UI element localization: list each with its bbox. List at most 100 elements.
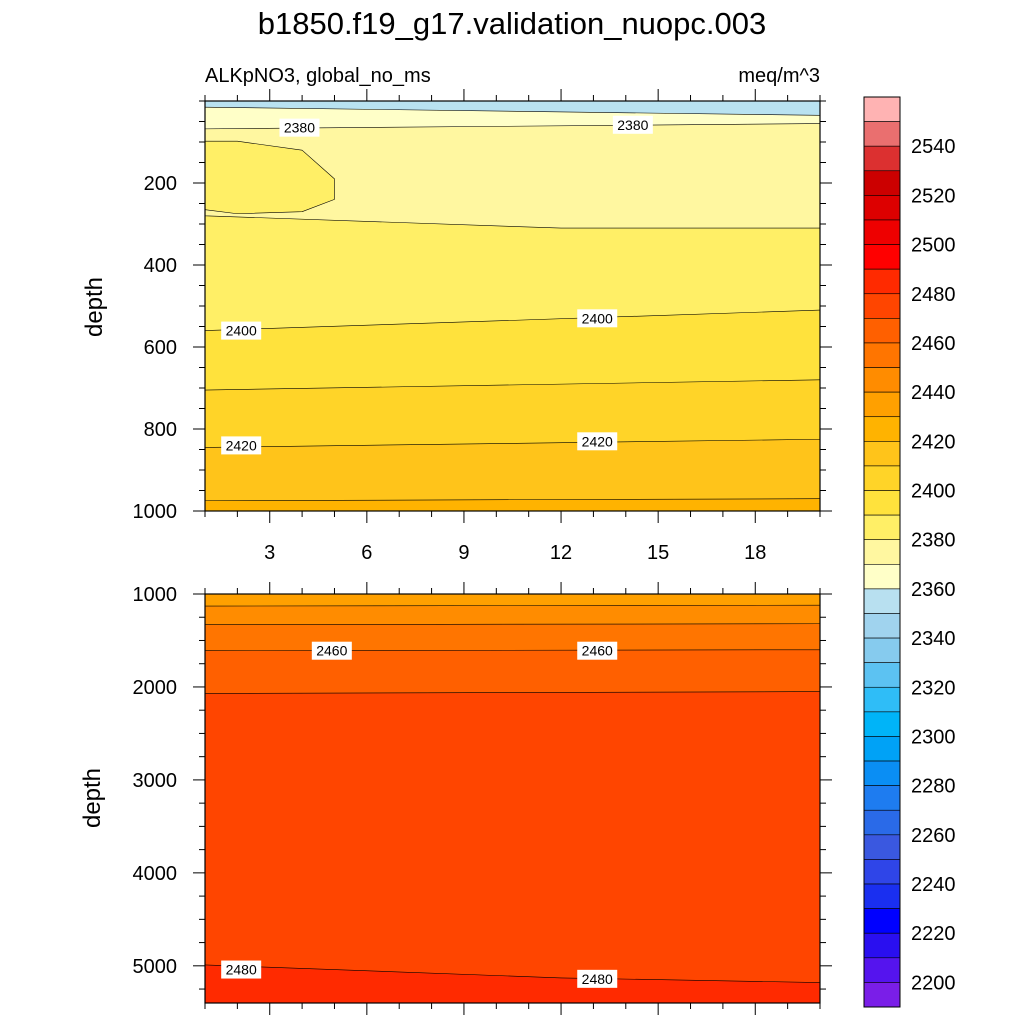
colorbar-swatch <box>863 367 901 393</box>
lower-ytick-label: 2000 <box>133 677 178 699</box>
colorbar-swatch <box>863 711 901 737</box>
lower-contour-line-2450 <box>205 623 820 625</box>
lower-depth-panel: 2460 2460 2480 2480 1000 2000 3000 4000 5000 <box>133 582 832 1015</box>
upper-contour-line-2410 <box>205 379 820 391</box>
lower-contour-line-2460 <box>205 649 820 652</box>
lower-band-2440 <box>205 594 820 607</box>
svg-text:2400: 2400 <box>226 323 257 339</box>
upper-xtick-label: 12 <box>550 542 572 564</box>
colorbar-label: 2360 <box>911 579 956 601</box>
variable-subtitle: ALKpNO3, global_no_ms <box>205 65 431 87</box>
colorbar-frame <box>863 96 901 1008</box>
colorbar-swatch <box>863 736 901 762</box>
svg-text:2380: 2380 <box>284 120 315 136</box>
colorbar-label: 2460 <box>911 333 956 355</box>
upper-band-2390 <box>205 101 820 229</box>
colorbar-label: 2420 <box>911 431 956 453</box>
lower-contour-label: 2480 <box>221 960 262 979</box>
upper-contour-line-2360 <box>205 106 820 116</box>
lower-contour-label: 2480 <box>577 969 618 988</box>
colorbar-label: 2340 <box>911 628 956 650</box>
colorbar-swatch <box>863 809 901 836</box>
colorbar-swatch <box>863 932 901 959</box>
colorbar-label: 2220 <box>911 923 956 945</box>
colorbar-swatch <box>863 490 901 516</box>
lower-contour-label: 2460 <box>577 641 618 660</box>
colorbar-label: 2480 <box>911 284 956 306</box>
colorbar-swatch <box>863 145 901 172</box>
svg-text:2380: 2380 <box>617 117 648 133</box>
colorbar-swatch <box>863 514 901 541</box>
colorbar-swatch <box>863 219 901 245</box>
upper-ytick-label: 200 <box>144 173 177 195</box>
colorbar-label: 2240 <box>911 874 956 896</box>
colorbar-label: 2260 <box>911 825 956 847</box>
colorbar-label: 2200 <box>911 972 956 994</box>
upper-contour-label: 2400 <box>577 309 618 328</box>
upper-contour-line-2400 <box>205 309 820 331</box>
upper-band-2360 <box>205 101 820 116</box>
colorbar-swatch <box>863 883 901 909</box>
lower-contour-line-2480 <box>205 964 820 983</box>
upper-xtick-label: 9 <box>458 542 469 564</box>
svg-text:2460: 2460 <box>582 643 613 659</box>
upper-contour-label: 2380 <box>612 115 653 134</box>
colorbar-swatch <box>863 96 901 122</box>
upper-depth-axis-label: depth <box>81 277 108 337</box>
upper-xtick-label: 15 <box>647 542 669 564</box>
upper-contour-label: 2380 <box>279 118 320 137</box>
lower-frame <box>204 593 821 1004</box>
colorbar-swatch <box>863 170 901 196</box>
lower-depth-axis-label: depth <box>79 768 106 828</box>
colorbar-label: 2440 <box>911 382 956 404</box>
colorbar-swatch <box>863 268 901 295</box>
upper-xtick-label: 3 <box>264 542 275 564</box>
chart-title: b1850.f19_g17.validation_nuopc.003 <box>258 6 767 41</box>
upper-xtick-label: 6 <box>361 542 372 564</box>
lower-ytick-label: 4000 <box>133 863 178 885</box>
colorbar-label: 2520 <box>911 185 956 207</box>
colorbar-swatch <box>863 637 901 663</box>
upper-ytick-label: 400 <box>144 255 177 277</box>
lower-contour-line-2440 <box>205 604 820 607</box>
colorbar-swatch <box>863 613 901 639</box>
upper-ytick-label: 1000 <box>133 501 178 523</box>
upper-contour-line-2390 <box>205 140 820 229</box>
colorbar-label: 2540 <box>911 136 956 158</box>
svg-text:2460: 2460 <box>316 643 347 659</box>
colorbar-swatch <box>863 244 901 270</box>
colorbar-swatch <box>863 195 901 221</box>
colorbar-label: 2500 <box>911 235 956 257</box>
colorbar-label: 2280 <box>911 776 956 798</box>
lower-contour-label: 2460 <box>311 641 352 660</box>
upper-contour-label: 2420 <box>577 432 618 451</box>
colorbar-swatch <box>863 121 901 147</box>
colorbar-label: 2400 <box>911 481 956 503</box>
colorbar-swatch <box>863 588 901 614</box>
colorbar-swatch <box>863 416 901 442</box>
upper-xtick-label: 18 <box>744 542 766 564</box>
colorbar-swatch <box>863 760 901 786</box>
lower-contour-line-2470 <box>205 691 820 694</box>
colorbar-swatch <box>863 563 901 590</box>
colorbar-label: 2300 <box>911 726 956 748</box>
upper-depth-panel: 2380 2380 2400 2400 2420 2420 200 400 600 800 1000… <box>133 89 832 564</box>
svg-text:2420: 2420 <box>582 433 613 449</box>
upper-contour-line-2430 <box>205 498 820 502</box>
colorbar-swatch <box>863 908 901 934</box>
svg-text:2480: 2480 <box>226 962 257 978</box>
svg-text:2420: 2420 <box>226 437 257 453</box>
lower-ytick-label: 1000 <box>133 584 178 606</box>
colorbar: 2540 2520 2500 2480 2460 2440 2420 2400 2380 2360… <box>863 96 956 1008</box>
lower-ytick-label: 3000 <box>133 770 178 792</box>
units-subtitle: meq/m^3 <box>738 65 820 87</box>
upper-ytick-label: 800 <box>144 419 177 441</box>
colorbar-swatch <box>863 662 901 688</box>
lower-ytick-label: 5000 <box>133 956 178 978</box>
colorbar-label: 2320 <box>911 677 956 699</box>
svg-text:2400: 2400 <box>582 310 613 326</box>
colorbar-swatch <box>863 686 901 713</box>
upper-contour-label: 2400 <box>221 321 262 340</box>
colorbar-swatch <box>863 785 901 811</box>
